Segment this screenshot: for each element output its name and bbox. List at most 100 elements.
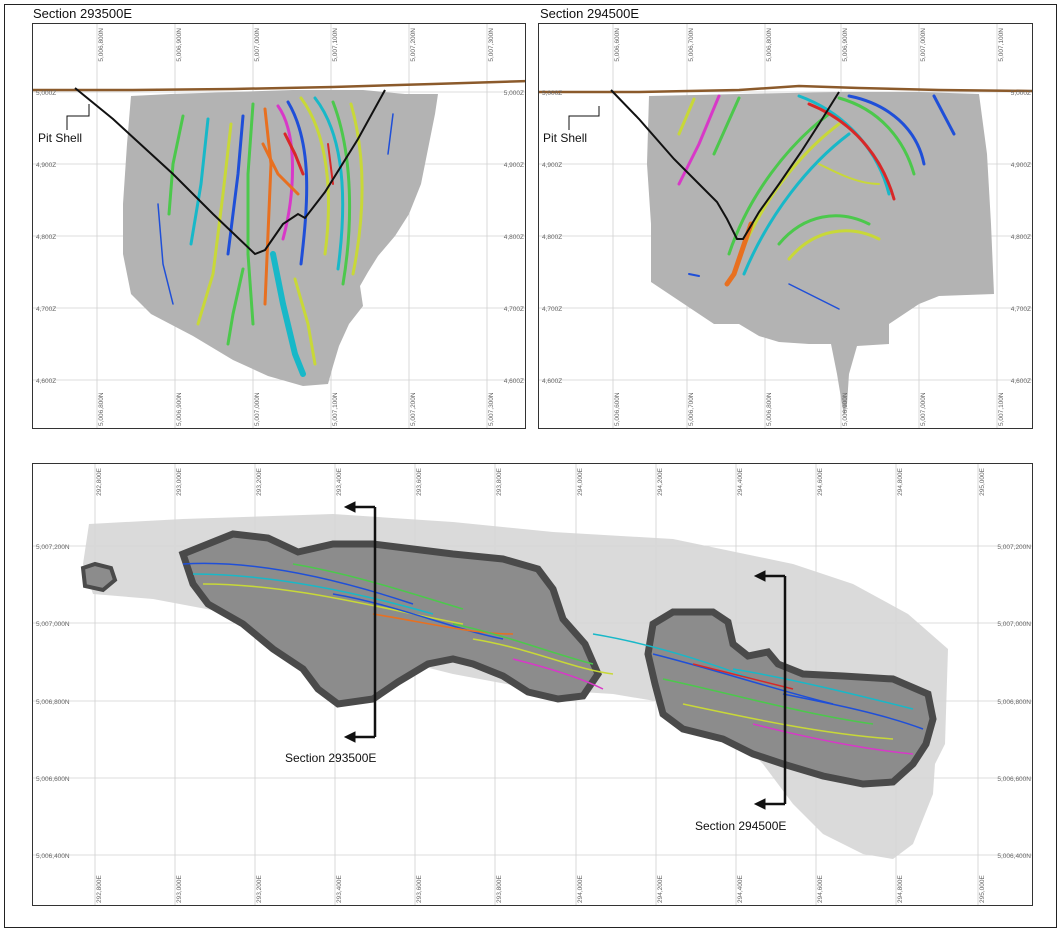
e-tick-label: 294,800E — [897, 875, 904, 903]
e-tick-label: 293,800E — [496, 875, 503, 903]
n-tick-label: 5,006,900N — [842, 28, 849, 62]
block-model-section — [647, 92, 994, 416]
section-293500e-marker — [343, 501, 377, 743]
e-tick-label: 293,400E — [336, 467, 343, 495]
vein-domains-section — [157, 96, 394, 377]
z-tick-label: 4,900Z — [1011, 162, 1031, 169]
z-tick-label: 5,000Z — [542, 90, 562, 97]
n-tick-label: 5,006,800N — [997, 699, 1031, 706]
n-tick-label: 5,006,900N — [842, 392, 849, 426]
e-tick-label: 293,000E — [176, 467, 183, 495]
n-tick-label: 5,007,000N — [254, 28, 261, 62]
small-pit-plan — [80, 561, 118, 593]
e-tick-label: 295,000E — [979, 467, 986, 495]
topography-line — [33, 79, 525, 92]
z-tick-label: 4,900Z — [504, 162, 524, 169]
n-tick-label: 5,007,300N — [488, 28, 495, 62]
z-tick-label: 4,800Z — [504, 234, 524, 241]
pit-shell-label: Pit Shell — [38, 131, 82, 145]
z-tick-label: 4,600Z — [542, 378, 562, 385]
e-tick-label: 293,200E — [256, 875, 263, 903]
e-tick-label: 293,600E — [416, 875, 423, 903]
n-tick-label: 5,006,600N — [36, 776, 70, 783]
vein-domains-plan — [182, 562, 924, 755]
n-tick-label: 5,006,600N — [614, 392, 621, 426]
e-tick-label: 292,800E — [96, 467, 103, 495]
n-tick-label: 5,006,400N — [36, 853, 70, 860]
e-tick-label: 294,600E — [817, 467, 824, 495]
n-tick-label: 5,006,700N — [688, 392, 695, 426]
vein-domains-section — [677, 94, 956, 310]
e-tick-label: 293,200E — [256, 467, 263, 495]
n-tick-label: 5,007,000N — [254, 392, 261, 426]
z-tick-label: 4,800Z — [542, 234, 562, 241]
e-tick-label: 294,000E — [577, 875, 584, 903]
section-293500e-callout: Section 293500E — [285, 751, 376, 765]
topography-line — [539, 84, 1032, 94]
e-tick-label: 294,400E — [737, 875, 744, 903]
e-tick-label: 294,000E — [577, 467, 584, 495]
z-tick-label: 4,800Z — [36, 234, 56, 241]
n-tick-label: 5,006,600N — [997, 776, 1031, 783]
n-tick-label: 5,006,700N — [688, 28, 695, 62]
plan-view: Section 293500E Section 294500E 5,007,20… — [33, 464, 1032, 905]
n-tick-label: 5,007,100N — [998, 28, 1005, 62]
section-293500e-panel: Pit Shell 5,000Z 4,900Z 4,800Z 4,700Z 4,… — [32, 23, 526, 429]
z-tick-label: 4,600Z — [504, 378, 524, 385]
z-tick-label: 4,700Z — [36, 306, 56, 313]
section-294500e-title: Section 294500E — [540, 6, 640, 21]
section-293500e-title: Section 293500E — [33, 6, 133, 21]
z-tick-label: 4,700Z — [504, 306, 524, 313]
n-tick-label: 5,007,200N — [36, 544, 70, 551]
n-tick-label: 5,007,000N — [920, 28, 927, 62]
n-tick-label: 5,006,900N — [176, 28, 183, 62]
n-tick-label: 5,007,200N — [410, 392, 417, 426]
z-tick-label: 4,800Z — [1011, 234, 1031, 241]
e-tick-label: 294,400E — [737, 467, 744, 495]
e-tick-label: 293,000E — [176, 875, 183, 903]
section-293500e-view: Pit Shell 5,000Z 4,900Z 4,800Z 4,700Z 4,… — [33, 24, 525, 428]
n-tick-label: 5,006,600N — [614, 28, 621, 62]
z-tick-label: 5,000Z — [1011, 90, 1031, 97]
n-tick-label: 5,007,000N — [997, 621, 1031, 628]
z-tick-label: 4,900Z — [542, 162, 562, 169]
east-pit-plan — [644, 608, 937, 788]
n-tick-label: 5,007,100N — [998, 392, 1005, 426]
pit-shell-label: Pit Shell — [543, 131, 587, 145]
e-tick-label: 293,600E — [416, 467, 423, 495]
section-294500e-panel: Pit Shell 5,000Z 4,900Z 4,800Z 4,700Z 4,… — [538, 23, 1033, 429]
n-tick-label: 5,007,200N — [997, 544, 1031, 551]
west-pit-plan — [178, 530, 602, 708]
pit-shell-outline — [74, 87, 386, 256]
z-tick-label: 4,600Z — [1011, 378, 1031, 385]
n-tick-label: 5,006,800N — [98, 28, 105, 62]
n-tick-label: 5,006,900N — [176, 392, 183, 426]
n-tick-label: 5,006,800N — [98, 392, 105, 426]
e-tick-label: 294,600E — [817, 875, 824, 903]
z-tick-label: 4,700Z — [1011, 306, 1031, 313]
n-tick-label: 5,007,100N — [332, 392, 339, 426]
pit-shell-leader — [66, 104, 90, 130]
n-tick-label: 5,006,800N — [766, 28, 773, 62]
pit-shell-outline — [610, 89, 840, 240]
e-tick-label: 294,200E — [657, 875, 664, 903]
z-tick-label: 4,700Z — [542, 306, 562, 313]
n-tick-label: 5,007,000N — [920, 392, 927, 426]
e-tick-label: 295,000E — [979, 875, 986, 903]
z-tick-label: 4,900Z — [36, 162, 56, 169]
figure-frame — [4, 4, 1057, 928]
n-tick-label: 5,006,800N — [36, 699, 70, 706]
z-tick-label: 5,000Z — [504, 90, 524, 97]
section-294500e-callout: Section 294500E — [695, 819, 786, 833]
e-tick-label: 293,800E — [496, 467, 503, 495]
e-tick-label: 292,800E — [96, 875, 103, 903]
n-tick-label: 5,007,000N — [36, 621, 70, 628]
section-294500e-view: Pit Shell 5,000Z 4,900Z 4,800Z 4,700Z 4,… — [539, 24, 1032, 428]
z-tick-label: 5,000Z — [36, 90, 56, 97]
e-tick-label: 294,200E — [657, 467, 664, 495]
e-tick-label: 293,400E — [336, 875, 343, 903]
n-tick-label: 5,007,200N — [410, 28, 417, 62]
e-tick-label: 294,800E — [897, 467, 904, 495]
n-tick-label: 5,006,400N — [997, 853, 1031, 860]
pit-shell-leader — [568, 106, 600, 130]
